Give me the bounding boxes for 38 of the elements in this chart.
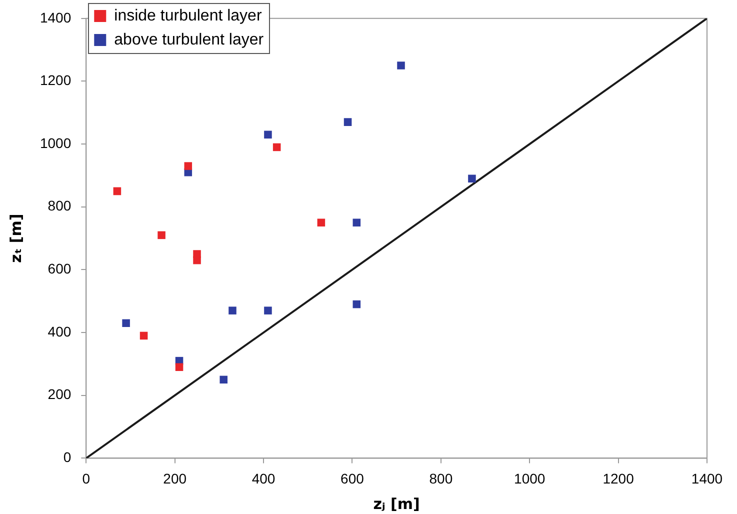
y-tick-label: 400 bbox=[48, 323, 72, 340]
x-tick-label: 600 bbox=[340, 470, 364, 486]
legend-label: above turbulent layer bbox=[114, 31, 264, 48]
x-tick-label: 200 bbox=[163, 470, 187, 486]
point bbox=[352, 218, 361, 226]
point bbox=[220, 376, 228, 384]
point bbox=[317, 218, 326, 226]
point bbox=[140, 332, 148, 340]
x-tick-label: 800 bbox=[429, 470, 453, 486]
y-axis-title: zₜ [m] bbox=[6, 214, 25, 263]
point bbox=[264, 130, 272, 139]
x-tick-label: 1200 bbox=[602, 470, 634, 486]
point bbox=[352, 300, 361, 308]
point bbox=[175, 363, 184, 371]
point bbox=[468, 174, 476, 182]
point bbox=[122, 319, 130, 328]
y-tick-label: 1000 bbox=[40, 134, 72, 151]
y-tick-label: 1400 bbox=[40, 9, 72, 26]
point bbox=[228, 306, 236, 314]
point bbox=[193, 256, 201, 264]
x-tick-label: 0 bbox=[82, 470, 90, 486]
y-tick-label: 0 bbox=[63, 449, 72, 466]
point bbox=[344, 118, 352, 126]
x-tick-label: 1000 bbox=[514, 470, 546, 486]
y-tick-label: 1200 bbox=[40, 72, 72, 88]
x-tick-label: 1400 bbox=[691, 470, 723, 486]
point bbox=[113, 187, 122, 196]
point bbox=[184, 162, 192, 170]
y-tick-label: 200 bbox=[48, 386, 72, 402]
point bbox=[397, 62, 405, 70]
x-axis-title: zⱼ [m] bbox=[373, 494, 420, 513]
point bbox=[272, 143, 281, 152]
legend-label: inside turbulent layer bbox=[114, 7, 262, 24]
point bbox=[264, 306, 272, 314]
y-tick-label: 800 bbox=[48, 198, 72, 214]
y-tick-label: 600 bbox=[48, 260, 72, 277]
x-tick-label: 400 bbox=[252, 470, 276, 486]
point bbox=[158, 231, 166, 240]
